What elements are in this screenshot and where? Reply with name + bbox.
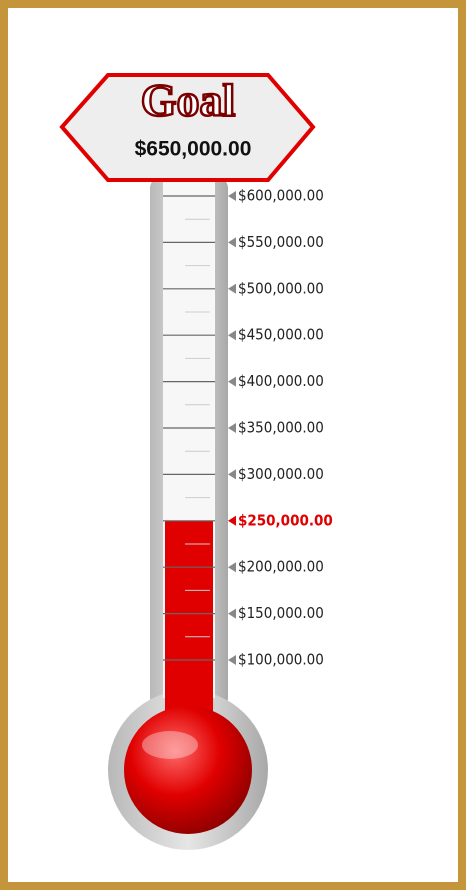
bulb-shine bbox=[142, 731, 198, 759]
goal-amount: $650,000.00 bbox=[135, 138, 252, 161]
value-label: $250,000.00 bbox=[238, 511, 333, 529]
y-tick-label: $400,000.00 bbox=[238, 372, 324, 390]
page: Goal $650,000.00 $600,000.00 $550,000.00 $… bbox=[0, 0, 466, 890]
y-tick-label: $350,000.00 bbox=[238, 419, 324, 437]
chart: Goal $650,000.00 $600,000.00 $550,000.00 $… bbox=[0, 0, 466, 890]
bulb bbox=[124, 706, 252, 834]
y-tick-label: $150,000.00 bbox=[238, 604, 324, 622]
y-tick-label: $300,000.00 bbox=[238, 465, 324, 483]
y-tick-label: $200,000.00 bbox=[238, 558, 324, 576]
y-tick-label: $550,000.00 bbox=[238, 233, 324, 251]
y-tick-label: $600,000.00 bbox=[238, 187, 324, 205]
goal-title: Goal bbox=[141, 75, 236, 126]
y-tick-label: $500,000.00 bbox=[238, 279, 324, 297]
y-tick-label: $100,000.00 bbox=[238, 651, 324, 669]
mercury bbox=[165, 521, 213, 715]
goal-sign: Goal $650,000.00 bbox=[62, 75, 313, 180]
y-tick-label: $450,000.00 bbox=[238, 326, 324, 344]
